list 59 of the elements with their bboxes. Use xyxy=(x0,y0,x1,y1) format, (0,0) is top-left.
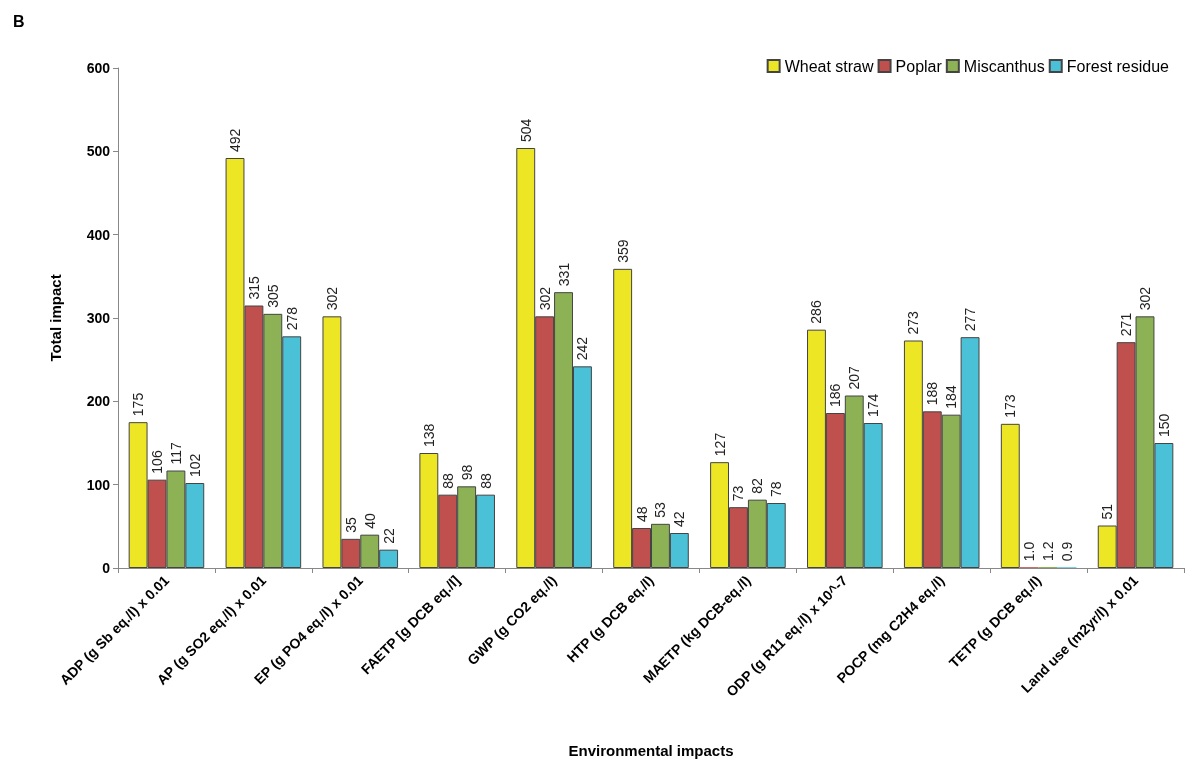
data-label: 302 xyxy=(323,286,340,311)
data-label: 42 xyxy=(671,511,688,527)
data-label: 117 xyxy=(167,441,184,465)
data-label: 302 xyxy=(536,286,553,311)
data-label: 302 xyxy=(1136,286,1153,311)
data-label: 175 xyxy=(130,392,147,417)
y-axis-title: Total impact xyxy=(47,274,64,362)
chart-title: B xyxy=(13,12,25,30)
data-label: 184 xyxy=(943,385,960,409)
data-label: 53 xyxy=(652,502,669,518)
bar xyxy=(1000,423,1020,568)
data-label: 504 xyxy=(517,118,534,142)
data-label: 271 xyxy=(1118,312,1135,337)
y-tick-label: 400 xyxy=(86,226,111,243)
y-tick-label: 100 xyxy=(86,476,111,493)
data-label: 278 xyxy=(283,306,300,331)
data-label: 82 xyxy=(749,477,766,494)
y-tick-label: 300 xyxy=(86,310,111,326)
data-label: 207 xyxy=(846,365,863,390)
data-label: 48 xyxy=(633,506,650,522)
data-label: 188 xyxy=(924,381,941,406)
data-label: 331 xyxy=(555,262,572,287)
data-label: 51 xyxy=(1099,503,1116,520)
data-label: 273 xyxy=(905,310,922,335)
data-label: 277 xyxy=(962,307,979,332)
data-label: 1.0 xyxy=(1021,541,1038,562)
data-label: 0.9 xyxy=(1058,541,1075,562)
data-label: 73 xyxy=(730,485,747,502)
data-label: 88 xyxy=(439,472,456,489)
y-tick-label: 600 xyxy=(86,60,111,76)
y-tick-label: 200 xyxy=(86,393,111,410)
data-label: 174 xyxy=(865,393,882,417)
data-label: 173 xyxy=(1002,394,1019,418)
x-axis-title: Environmental impacts xyxy=(568,742,734,759)
data-label: 286 xyxy=(808,300,825,324)
data-label: 98 xyxy=(458,464,475,481)
data-label: 138 xyxy=(420,423,437,447)
data-label: 22 xyxy=(380,527,397,544)
data-label: 106 xyxy=(149,450,166,474)
data-label: 127 xyxy=(711,432,728,457)
data-label: 186 xyxy=(827,383,844,407)
legend-label: Wheat straw xyxy=(784,57,875,75)
data-label: 150 xyxy=(1155,413,1172,437)
data-label: 78 xyxy=(768,481,785,497)
legend-label: Forest residue xyxy=(1066,57,1170,75)
y-tick-label: 500 xyxy=(86,143,111,160)
y-tick-label: 0 xyxy=(102,560,111,576)
data-label: 88 xyxy=(477,472,494,489)
data-label: 359 xyxy=(614,239,631,263)
data-label: 242 xyxy=(574,336,591,361)
data-label: 315 xyxy=(245,275,262,300)
legend-label: Poplar xyxy=(895,57,943,75)
data-label: 492 xyxy=(227,128,244,152)
data-label: 305 xyxy=(264,284,281,308)
data-label: 102 xyxy=(186,453,203,477)
data-label: 40 xyxy=(361,512,378,529)
legend-label: Miscanthus xyxy=(963,57,1045,75)
data-label: 35 xyxy=(342,517,359,533)
data-label: 1.2 xyxy=(1040,541,1057,561)
